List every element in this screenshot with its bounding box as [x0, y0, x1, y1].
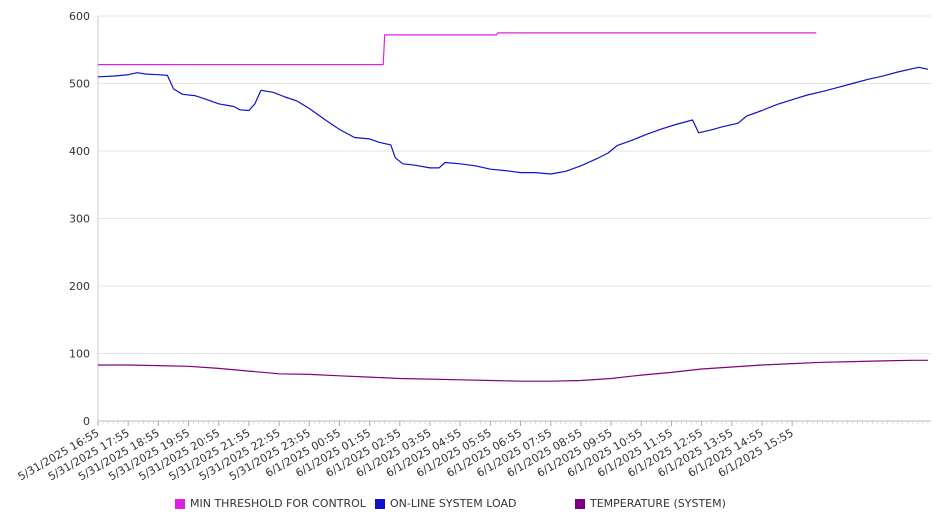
legend-label-temperature-system: TEMPERATURE (SYSTEM) — [590, 497, 726, 510]
legend-swatch-online-system-load — [375, 498, 385, 509]
y-tick-label-600: 600 — [69, 10, 90, 23]
grid-lines — [98, 15, 931, 354]
y-tick-label-0: 0 — [83, 415, 90, 428]
y-tick-label-400: 400 — [69, 145, 90, 158]
legend-label-online-system-load: ON-LINE SYSTEM LOAD — [390, 497, 517, 510]
y-tick-label-500: 500 — [69, 78, 90, 91]
legend-item-min-threshold[interactable]: MIN THRESHOLD FOR CONTROL — [175, 497, 366, 510]
series-line-min-threshold-for-control — [98, 32, 817, 66]
y-tick-label-200: 200 — [69, 280, 90, 293]
legend: MIN THRESHOLD FOR CONTROL ON-LINE SYSTEM… — [0, 497, 946, 515]
y-tick-label-100: 100 — [69, 348, 90, 361]
series-lines — [97, 32, 929, 382]
legend-item-temperature-system[interactable]: TEMPERATURE (SYSTEM) — [575, 497, 726, 510]
series-line-temperature-system — [98, 359, 928, 382]
legend-label-min-threshold: MIN THRESHOLD FOR CONTROL — [190, 497, 366, 510]
y-axis: 0 100 200 300 400 500 600 — [69, 10, 99, 428]
legend-item-online-system-load[interactable]: ON-LINE SYSTEM LOAD — [375, 497, 516, 510]
legend-swatch-temperature-system — [575, 498, 585, 509]
x-axis: 5/31/2025 16:555/31/2025 17:555/31/2025 … — [16, 420, 931, 483]
y-tick-label-300: 300 — [69, 213, 90, 226]
series-line-on-line-system-load — [97, 66, 929, 175]
legend-swatch-min-threshold — [175, 498, 185, 509]
